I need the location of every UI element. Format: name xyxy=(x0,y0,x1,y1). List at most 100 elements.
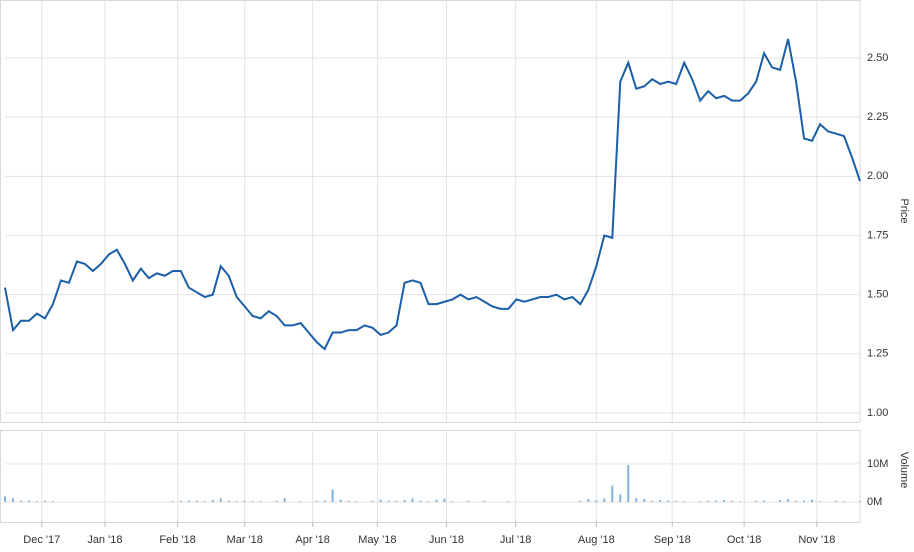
volume-bar xyxy=(755,500,758,502)
volume-bar xyxy=(379,499,382,502)
volume-bar xyxy=(635,498,638,502)
x-tick-label: Aug '18 xyxy=(578,534,615,546)
volume-bar xyxy=(411,498,414,502)
volume-bar xyxy=(51,501,54,502)
volume-bar xyxy=(699,501,702,502)
volume-bar xyxy=(675,500,678,502)
volume-bar xyxy=(387,500,390,502)
y-tick-label: 2.00 xyxy=(867,170,888,182)
volume-bar xyxy=(259,501,262,502)
x-tick-label: Jun '18 xyxy=(429,534,464,546)
y-tick-label: 2.50 xyxy=(867,52,888,64)
volume-bar xyxy=(283,498,286,502)
volume-bar xyxy=(763,500,766,502)
volume-bar xyxy=(715,500,718,502)
y-tick-label: 2.25 xyxy=(867,111,888,123)
volume-bar xyxy=(803,500,806,502)
y-tick-label: 1.75 xyxy=(867,229,888,241)
panel-frame xyxy=(0,0,861,423)
x-tick-label: Mar '18 xyxy=(227,534,263,546)
x-tick-label: Feb '18 xyxy=(159,534,195,546)
y-tick-label: 0M xyxy=(867,496,882,508)
volume-bar xyxy=(835,500,838,502)
volume-bar xyxy=(843,501,846,502)
volume-bar xyxy=(683,501,686,502)
volume-bar xyxy=(235,501,238,502)
volume-bar xyxy=(315,500,318,502)
volume-bar xyxy=(467,500,470,502)
volume-bar xyxy=(435,499,438,502)
volume-bar xyxy=(723,500,726,502)
y-tick-label: 1.00 xyxy=(867,407,888,419)
volume-bar xyxy=(179,500,182,502)
volume-bar xyxy=(339,499,342,502)
x-tick-label: Jan '18 xyxy=(87,534,122,546)
volume-bar xyxy=(419,500,422,502)
volume-bar xyxy=(667,500,670,502)
y-tick-label: 1.50 xyxy=(867,289,888,301)
volume-bar xyxy=(299,501,302,502)
volume-bar xyxy=(355,501,358,502)
volume-bar xyxy=(811,499,814,502)
volume-bar xyxy=(27,500,30,502)
volume-bar xyxy=(219,498,222,502)
volume-bar xyxy=(275,500,278,502)
volume-bar xyxy=(611,485,614,502)
x-tick-label: Dec '17 xyxy=(23,534,60,546)
volume-bar xyxy=(323,500,326,502)
volume-bar xyxy=(819,501,822,502)
volume-bar xyxy=(427,501,430,502)
volume-bar xyxy=(43,500,46,502)
volume-bar xyxy=(251,501,254,502)
price-line xyxy=(4,38,861,351)
volume-bar xyxy=(627,465,630,502)
volume-bar xyxy=(739,501,742,502)
price-axis-title: Price xyxy=(898,198,910,223)
volume-bar xyxy=(35,501,38,502)
volume-bar xyxy=(603,498,606,502)
x-tick-label: Sep '18 xyxy=(654,534,691,546)
x-tick-label: May '18 xyxy=(358,534,396,546)
x-tick-label: Apr '18 xyxy=(295,534,330,546)
volume-bar xyxy=(731,500,734,502)
volume-bar xyxy=(395,500,398,502)
volume-bar xyxy=(203,501,206,502)
x-tick-label: Jul '18 xyxy=(500,534,531,546)
volume-bar xyxy=(483,500,486,502)
volume-bar xyxy=(227,500,230,502)
volume-bar xyxy=(587,498,590,502)
volume-bar xyxy=(331,489,334,502)
volume-bar xyxy=(403,500,406,502)
volume-bar xyxy=(211,500,214,502)
volume-bar xyxy=(171,501,174,502)
volume-bar xyxy=(779,500,782,502)
volume-bar xyxy=(787,499,790,502)
volume-bar xyxy=(619,494,622,502)
volume-bar xyxy=(651,500,654,502)
volume-bar xyxy=(195,500,198,502)
volume-bar xyxy=(595,500,598,502)
volume-bar xyxy=(659,500,662,502)
volume-bar xyxy=(371,500,374,502)
panel-frame xyxy=(0,430,861,523)
volume-bar xyxy=(643,498,646,502)
volume-bar xyxy=(451,501,454,502)
y-tick-label: 10M xyxy=(867,458,888,470)
y-tick-label: 1.25 xyxy=(867,348,888,360)
volume-bar xyxy=(507,501,510,502)
volume-bar xyxy=(347,500,350,502)
volume-bar xyxy=(443,498,446,502)
volume-bar xyxy=(19,500,22,502)
volume-bar xyxy=(579,500,582,502)
x-tick-label: Oct '18 xyxy=(727,534,762,546)
x-tick-label: Nov '18 xyxy=(798,534,835,546)
volume-bar xyxy=(707,500,710,502)
volume-bar xyxy=(859,501,861,502)
volume-bar xyxy=(243,500,246,502)
volume-bar xyxy=(4,496,6,502)
volume-axis-title: Volume xyxy=(898,452,910,489)
volume-bar xyxy=(795,500,798,502)
volume-bar xyxy=(187,500,190,502)
volume-bar xyxy=(11,498,14,502)
